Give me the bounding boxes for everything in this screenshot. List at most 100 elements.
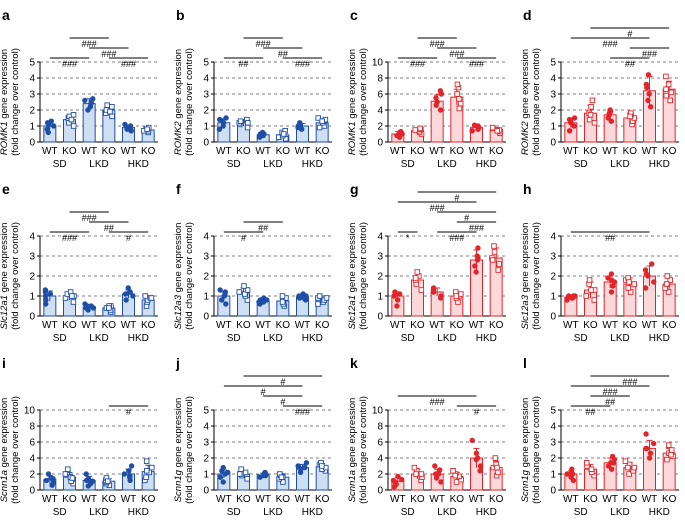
gene-name: ROMK2 <box>173 121 184 156</box>
data-point <box>244 124 251 131</box>
panel-letter: k <box>350 355 358 371</box>
significance-label: ## <box>625 59 635 69</box>
data-point <box>127 472 133 479</box>
y-tick-label: 2 <box>377 272 383 283</box>
y-axis-label-line2: (fold change over control) <box>358 396 369 504</box>
data-point <box>570 293 577 299</box>
genotype-label: WT <box>42 146 58 157</box>
significance-label: ### <box>603 39 618 49</box>
panel-letter: f <box>176 181 181 197</box>
data-point <box>418 287 425 293</box>
genotype-label: WT <box>121 494 137 505</box>
y-axis-label-line1: ROMK2 gene expression <box>173 49 184 155</box>
significance-label: # <box>627 29 632 39</box>
genotype-label: KO <box>583 146 598 157</box>
y-tick-label: 3 <box>29 90 35 101</box>
y-axis-label: ROMK2 gene expression(fold change over c… <box>173 48 195 156</box>
group-label: SD <box>574 333 588 344</box>
y-axis-label-suffix: gene expression <box>173 223 184 295</box>
data-point <box>51 123 57 129</box>
genotype-label: KO <box>62 494 77 505</box>
data-point <box>433 95 439 101</box>
data-point <box>109 104 115 110</box>
data-point <box>280 131 287 137</box>
gene-name: ROMK2 <box>520 121 531 156</box>
data-point <box>438 479 444 485</box>
data-point <box>107 108 113 115</box>
data-point <box>222 291 228 297</box>
genotype-label: KO <box>102 320 117 331</box>
y-tick-label: 0 <box>550 312 556 323</box>
y-axis-label-line1: Slc12a1 gene expression <box>347 223 358 330</box>
data-point <box>589 97 596 104</box>
data-point <box>492 455 499 461</box>
data-point <box>418 471 425 477</box>
genotype-label: KO <box>141 146 156 157</box>
data-point <box>430 289 437 295</box>
y-tick-label: 6 <box>377 438 383 449</box>
y-axis-label-line2: (fold change over control) <box>531 222 542 330</box>
data-point <box>82 97 88 104</box>
group-label: SD <box>574 159 588 170</box>
significance-label: ## <box>585 407 595 417</box>
significance-label: # <box>261 387 266 397</box>
data-point <box>397 291 403 297</box>
data-point <box>437 107 444 113</box>
y-axis-label-line1: Scnn1g gene expression <box>173 398 184 503</box>
data-point <box>494 128 501 134</box>
data-point <box>643 445 649 452</box>
group-label: LKD <box>89 159 108 170</box>
data-point <box>42 287 49 293</box>
data-point <box>390 477 397 484</box>
data-point <box>565 293 572 299</box>
data-point <box>262 471 269 477</box>
y-tick-label: 0 <box>203 312 209 323</box>
significance-label: ### <box>256 39 271 49</box>
panel-letter: h <box>523 181 532 197</box>
panel-letter: i <box>2 355 6 371</box>
data-point <box>608 289 615 295</box>
group-label: LKD <box>437 333 456 344</box>
data-point <box>109 113 115 120</box>
y-axis-label: Scnn1a gene expression(fold change over … <box>347 396 369 504</box>
significance-label: ## <box>278 49 288 59</box>
y-axis-label: ROMK2 gene expression(fold change over c… <box>520 48 542 156</box>
y-axis-label-line2: (fold change over control) <box>358 222 369 330</box>
data-point <box>437 88 444 94</box>
data-point <box>126 468 132 474</box>
data-point <box>454 91 460 97</box>
data-point <box>664 273 671 279</box>
panel-g: g 0 1 2 3 4 Slc12a1 gene expression(fold chang… <box>347 181 506 344</box>
data-point <box>432 463 438 469</box>
data-point <box>452 472 458 479</box>
data-point <box>142 293 149 299</box>
data-point <box>608 466 615 472</box>
data-point <box>303 460 310 466</box>
y-axis-label-line1: ROMK1 gene expression <box>347 49 358 155</box>
data-point <box>453 293 460 299</box>
data-point <box>450 468 456 474</box>
group-label: HKD <box>302 333 323 344</box>
y-tick-label: 8 <box>377 422 383 433</box>
significance-label: # <box>454 193 459 203</box>
data-point <box>475 245 481 251</box>
data-point <box>453 479 460 485</box>
genotype-label: WT <box>81 146 97 157</box>
y-tick-label: 0 <box>29 486 35 497</box>
genotype-label: KO <box>236 320 251 331</box>
y-axis-label-suffix: gene expression <box>520 223 531 295</box>
y-axis-label-line2: (fold change over control) <box>531 396 542 504</box>
y-tick-label: 5 <box>29 58 35 69</box>
genotype-label: WT <box>121 320 137 331</box>
y-tick-label: 1 <box>377 292 383 303</box>
genotype-label: KO <box>489 320 504 331</box>
y-tick-label: 0 <box>550 486 556 497</box>
genotype-label: WT <box>429 146 445 157</box>
y-tick-label: 10 <box>372 406 384 417</box>
y-tick-label: 0 <box>377 312 383 323</box>
data-point <box>315 115 321 121</box>
y-axis-label-line2: (fold change over control) <box>10 48 21 156</box>
genotype-label: KO <box>102 146 117 157</box>
data-point <box>477 463 484 469</box>
